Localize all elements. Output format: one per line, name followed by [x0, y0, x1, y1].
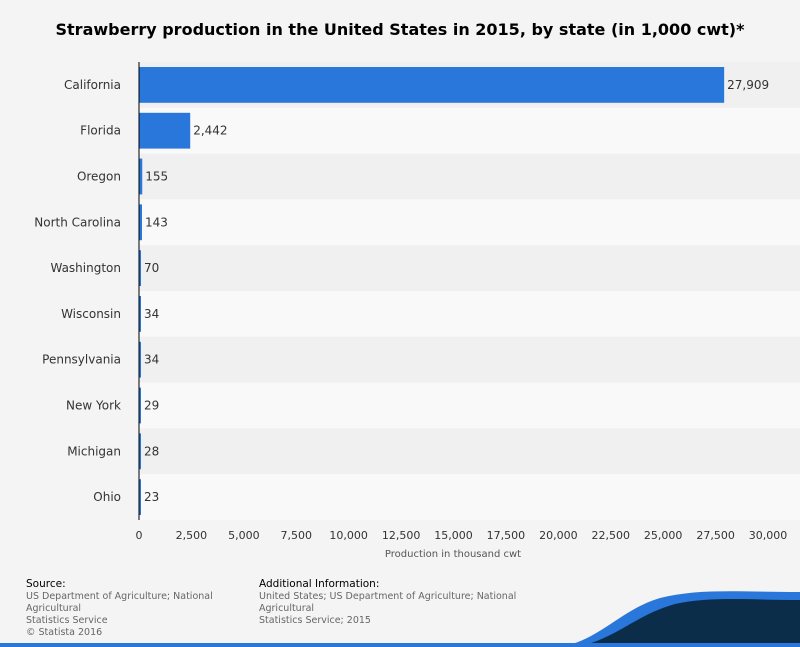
- row-band: [139, 245, 800, 291]
- x-tick-label: 25,000: [644, 529, 683, 542]
- category-label: Washington: [50, 261, 121, 275]
- x-axis-title: Production in thousand cwt: [385, 549, 521, 560]
- x-tick-label: 22,500: [592, 529, 631, 542]
- bar-washington[interactable]: [139, 250, 141, 286]
- category-label: California: [64, 78, 121, 92]
- value-label: 2,442: [193, 124, 227, 138]
- x-tick-label: 10,000: [329, 529, 368, 542]
- category-label: Michigan: [67, 444, 121, 458]
- row-band: [139, 199, 800, 246]
- source-line: Statistics Service: [26, 615, 108, 626]
- bar-ohio[interactable]: [139, 479, 141, 515]
- bar-oregon[interactable]: [139, 158, 143, 195]
- chart-title: Strawberry production in the United Stat…: [55, 20, 745, 39]
- wave-dark: [575, 599, 800, 647]
- bar-florida[interactable]: [139, 112, 191, 149]
- value-label: 143: [145, 215, 168, 229]
- x-tick-label: 7,500: [281, 529, 313, 542]
- x-tick-label: 12,500: [382, 529, 421, 542]
- bar-north-carolina[interactable]: [139, 204, 142, 241]
- x-tick-label: 15,000: [434, 529, 473, 542]
- category-label: Florida: [80, 124, 121, 138]
- value-label: 27,909: [727, 78, 769, 92]
- value-label: 29: [144, 399, 159, 413]
- source-line: US Department of Agriculture; National A…: [26, 591, 213, 614]
- x-tick-label: 30,000: [749, 529, 788, 542]
- x-tick-label: 20,000: [539, 529, 578, 542]
- value-label: 34: [144, 353, 159, 367]
- category-label: New York: [66, 399, 121, 413]
- row-band: [139, 428, 800, 475]
- category-label: Pennsylvania: [42, 353, 121, 367]
- additional-info-line: Statistics Service; 2015: [259, 615, 371, 626]
- x-tick-label: 5,000: [228, 529, 260, 542]
- x-tick-label: 0: [136, 529, 143, 542]
- bar-california[interactable]: [139, 67, 725, 103]
- row-band: [139, 382, 800, 429]
- category-label: Ohio: [93, 490, 121, 504]
- row-band: [139, 107, 800, 154]
- value-label: 23: [144, 490, 159, 504]
- row-band: [139, 474, 800, 520]
- copyright-line: © Statista 2016: [26, 627, 103, 638]
- value-label: 28: [144, 444, 159, 458]
- value-label: 70: [144, 261, 159, 275]
- additional-info-header: Additional Information:: [259, 578, 380, 590]
- row-band: [139, 336, 800, 383]
- source-header: Source:: [26, 578, 66, 590]
- category-label: North Carolina: [34, 215, 121, 229]
- footer-bottom-strip: [0, 643, 800, 647]
- bar-wisconsin[interactable]: [139, 296, 141, 332]
- bar-new-york[interactable]: [139, 387, 141, 424]
- additional-info-block: Additional Information: United States; U…: [259, 578, 559, 627]
- x-tick-label: 2,500: [176, 529, 208, 542]
- row-band: [139, 153, 800, 200]
- additional-info-line: United States; US Department of Agricult…: [259, 591, 517, 614]
- x-tick-label: 27,500: [696, 529, 735, 542]
- value-label: 155: [145, 170, 168, 184]
- bar-pennsylvania[interactable]: [139, 341, 141, 378]
- source-block: Source: US Department of Agriculture; Na…: [26, 578, 256, 639]
- category-label: Oregon: [77, 170, 121, 184]
- value-label: 34: [144, 307, 159, 321]
- bar-michigan[interactable]: [139, 433, 141, 470]
- row-band: [139, 291, 800, 337]
- category-label: Wisconsin: [61, 307, 121, 321]
- x-tick-label: 17,500: [487, 529, 526, 542]
